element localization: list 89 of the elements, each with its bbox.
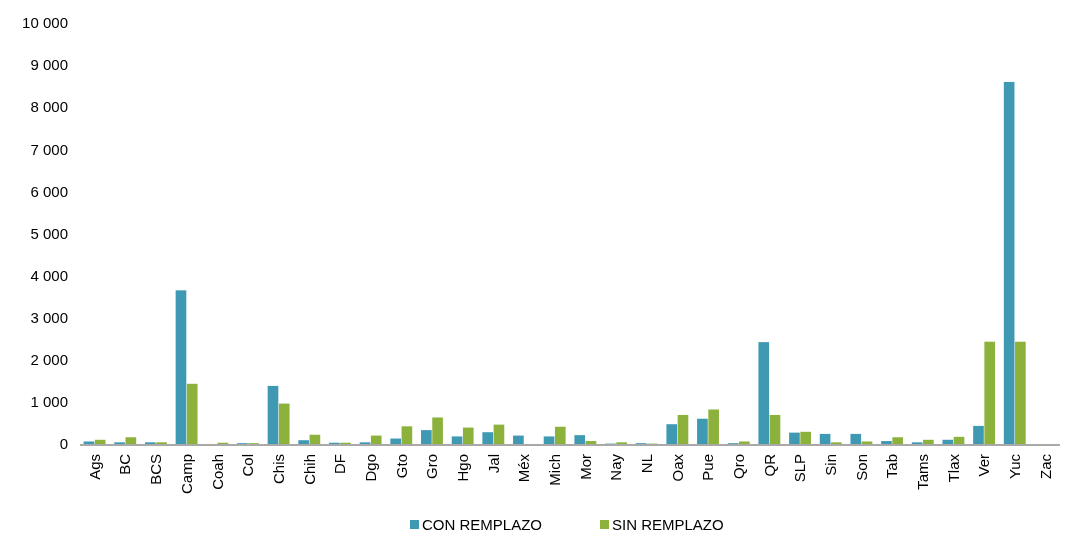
x-tick-label: Ver [975,454,993,477]
x-tick-label: Col [239,454,257,477]
y-tick-label: 2 000 [30,351,68,369]
bar [1003,81,1015,444]
x-tick-label: Coah [208,454,226,490]
bar [513,435,524,444]
bar [892,437,904,444]
bar [298,440,309,444]
bar [186,383,198,444]
bar [585,441,597,444]
x-tick-label: Mich [545,454,563,486]
x-tick-label: Tams [913,454,931,490]
x-tick-label: BCS [147,454,165,485]
bar [125,437,137,444]
bar [554,426,566,444]
bar [677,414,689,444]
y-tick-label: 4 000 [30,266,68,284]
bar [973,425,984,444]
y-tick-label: 5 000 [30,224,68,242]
bar [984,341,996,444]
y-tick-label: 7 000 [30,140,68,158]
bar [942,439,954,444]
bar [267,385,279,444]
x-tick-label: DF [331,454,349,474]
x-tick-label: Nay [607,453,625,481]
bar [482,432,494,444]
bar [850,433,862,444]
bar [432,417,443,444]
y-tick-label: 1 000 [30,393,68,411]
legend-label: SIN REMPLAZO [612,516,724,533]
x-tick-label: SLP [791,454,809,483]
bar [83,441,95,444]
y-tick-label: 9 000 [30,56,68,74]
x-tick-label: Jal [484,454,502,474]
y-tick-label: 3 000 [30,308,68,326]
x-tick-label: Mor [576,454,594,480]
bar [390,438,402,444]
y-tick-label: 6 000 [30,182,68,200]
bar [94,439,106,444]
bar [666,424,678,444]
x-tick-label: Ags [85,454,103,480]
bar [451,436,463,444]
x-tick-label: Tlax [944,453,962,483]
x-tick-label: Yuc [1006,453,1024,480]
x-tick-label: Camp [177,454,195,495]
x-tick-label: BC [116,453,134,475]
x-tick-label: NL [637,454,655,474]
bar [462,427,474,444]
bar [819,433,831,444]
x-tick-label: Chis [269,454,287,485]
bar [923,439,934,444]
x-tick-label: Gto [392,454,410,479]
x-tick-label: Hgo [453,454,471,482]
bar [421,430,432,444]
x-tick-label: Dgo [361,454,379,482]
bar [881,441,892,444]
bar [493,424,505,444]
x-tick-label: Chih [300,454,318,485]
bar [789,432,800,444]
bar [401,426,413,444]
bar [697,418,708,444]
y-tick-label: 8 000 [30,98,68,116]
x-tick-label: Sin [821,454,839,476]
x-tick-label: Tab [883,454,901,479]
bar [574,435,586,444]
bar [758,342,770,444]
bar [708,409,719,444]
bar [278,403,290,444]
bar [543,436,555,444]
bar [175,290,187,444]
x-tick-label: Méx [515,453,533,483]
y-tick-label: 10 000 [22,14,68,32]
x-tick-label: QR [760,453,778,477]
x-tick-label: Oax [668,453,686,482]
bar [738,441,750,444]
x-tick-label: Gro [423,454,441,480]
bar [953,436,965,444]
y-tick-label: 0 [59,435,68,453]
bar [309,434,321,444]
bar [861,441,873,444]
x-tick-label: Son [852,454,870,481]
x-tick-label: Zac [1036,453,1054,480]
x-tick-label: Pue [699,454,717,481]
bar [370,435,382,444]
bar [800,431,811,444]
legend-label: CON REMPLAZO [422,516,543,533]
x-tick-label: Qro [729,454,747,480]
bar [1015,341,1026,444]
bar [769,414,781,444]
